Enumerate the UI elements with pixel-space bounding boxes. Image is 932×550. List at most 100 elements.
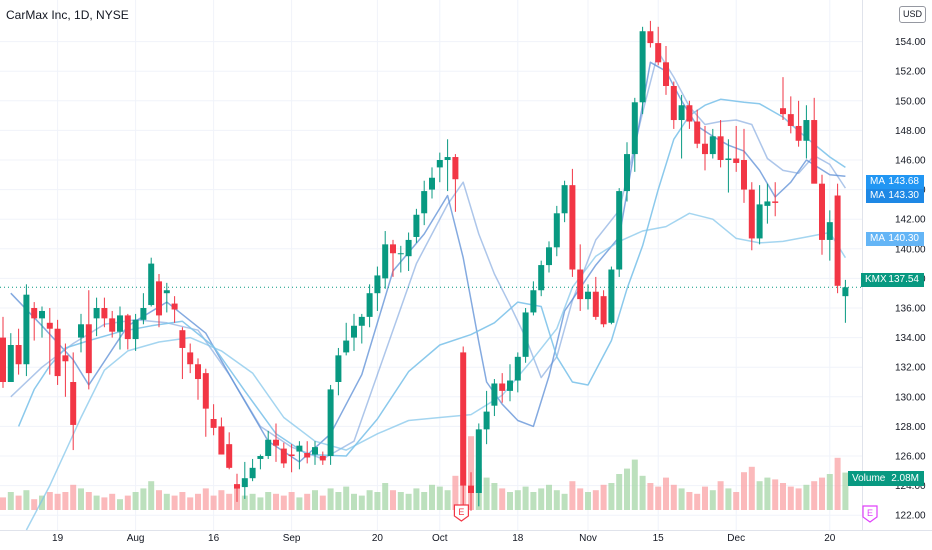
volume-bar xyxy=(304,493,311,510)
candle-body xyxy=(436,160,443,168)
volume-bar xyxy=(725,488,732,510)
volume-bar xyxy=(842,472,849,510)
candle-body xyxy=(257,456,264,459)
candle-body xyxy=(70,382,77,425)
candle xyxy=(725,139,732,193)
volume-bar xyxy=(0,497,6,510)
volume-bar xyxy=(265,492,272,510)
candle xyxy=(514,352,521,393)
volume-bar xyxy=(187,497,194,510)
candle-body xyxy=(514,356,521,381)
candle xyxy=(156,273,162,328)
candle-body xyxy=(140,308,147,320)
candle xyxy=(475,423,482,507)
candle xyxy=(62,343,69,397)
candle-body xyxy=(54,328,61,377)
earnings-marker-upcoming[interactable]: E xyxy=(862,505,878,523)
candle-body xyxy=(811,120,818,184)
volume-bar xyxy=(702,486,708,510)
volume-bar xyxy=(366,490,373,510)
earnings-marker[interactable]: E xyxy=(453,504,469,522)
last-price-value: 137.54 xyxy=(888,274,919,285)
volume-bar xyxy=(811,481,818,510)
price-tick-label: 154.00 xyxy=(895,37,926,48)
candle-body xyxy=(351,325,357,338)
time-tick-label: 20 xyxy=(824,533,836,544)
candle xyxy=(530,281,537,316)
candle xyxy=(507,364,513,402)
volume-bar xyxy=(670,484,677,510)
candle xyxy=(787,96,794,134)
candle-body xyxy=(655,43,662,63)
candle xyxy=(600,290,607,328)
candle-body xyxy=(124,315,131,340)
volume-bar xyxy=(31,499,38,510)
candle-body xyxy=(0,337,6,382)
candle-body xyxy=(156,281,162,316)
candle-body xyxy=(241,478,248,488)
candle-body xyxy=(709,136,716,155)
earnings-marker-letter: E xyxy=(458,507,464,517)
volume-bar xyxy=(280,495,287,510)
candle xyxy=(296,441,303,470)
volume-bar xyxy=(444,490,451,510)
volume-bar xyxy=(15,495,22,510)
candle xyxy=(312,441,318,465)
ma1-label: MA 143.68 xyxy=(866,175,924,189)
volume-bar xyxy=(483,477,490,510)
candle-body xyxy=(491,383,498,406)
volume-bar xyxy=(397,492,404,510)
candle-body xyxy=(780,108,786,115)
candle xyxy=(78,313,84,353)
volume-bar xyxy=(374,492,381,510)
candle xyxy=(639,26,646,115)
candle-body xyxy=(538,265,545,291)
candle-body xyxy=(15,345,22,365)
volume-bar xyxy=(577,488,584,510)
candle-body xyxy=(93,308,100,319)
earnings-marker-upcoming-flag xyxy=(862,505,878,523)
moving-average-line xyxy=(17,98,846,457)
candle-body xyxy=(195,364,201,380)
candle-body xyxy=(280,448,287,464)
candle xyxy=(218,417,225,455)
candle xyxy=(148,257,155,307)
candle xyxy=(842,279,849,323)
currency-button[interactable]: USD xyxy=(899,6,926,23)
candle xyxy=(140,293,147,325)
volume-bar xyxy=(413,488,420,510)
price-tick-label: 134.00 xyxy=(895,333,926,344)
price-tick-label: 132.00 xyxy=(895,363,926,374)
earnings-marker-upcoming-letter: E xyxy=(867,508,873,518)
volume-bar xyxy=(62,492,69,510)
candle-body xyxy=(499,383,506,391)
time-tick-label: 16 xyxy=(208,533,220,544)
candle-body xyxy=(444,157,451,160)
ma3-label: MA 140.30 xyxy=(866,232,924,246)
time-axis[interactable]: 19 Aug 16 Sep 20 Oct 18 Nov 15 Dec 20 xyxy=(52,533,836,544)
candle xyxy=(834,183,841,294)
price-tick-label: 148.00 xyxy=(895,126,926,137)
candle xyxy=(592,276,599,320)
candle xyxy=(709,128,716,159)
volume-bar xyxy=(507,492,513,510)
candle xyxy=(179,327,186,380)
candle-body xyxy=(826,222,833,240)
candle-body xyxy=(421,191,428,214)
candle-body xyxy=(475,429,482,493)
candle-body xyxy=(702,143,708,155)
volume-bar xyxy=(78,488,84,510)
candle xyxy=(327,384,334,465)
candle xyxy=(187,343,194,374)
volume-bar xyxy=(312,490,318,510)
volume-name: Volume xyxy=(852,473,886,484)
candle-body xyxy=(179,330,186,348)
volume-bar xyxy=(390,490,396,510)
candle xyxy=(553,205,560,257)
candle xyxy=(444,139,451,192)
candle-body xyxy=(748,189,755,239)
candle xyxy=(468,472,474,511)
candle xyxy=(46,308,53,375)
